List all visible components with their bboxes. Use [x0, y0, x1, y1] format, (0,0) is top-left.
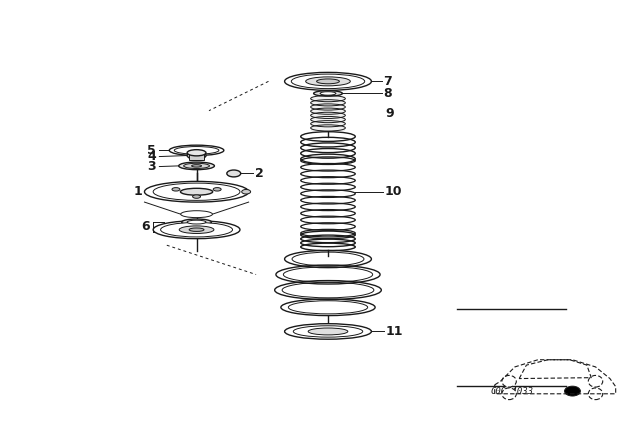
Ellipse shape: [502, 375, 516, 387]
Ellipse shape: [179, 162, 214, 170]
Text: 9: 9: [385, 107, 394, 120]
Ellipse shape: [145, 181, 248, 202]
Ellipse shape: [189, 228, 204, 232]
Ellipse shape: [317, 79, 339, 84]
Ellipse shape: [169, 145, 224, 155]
Ellipse shape: [180, 188, 212, 195]
Text: 7: 7: [383, 75, 392, 88]
Ellipse shape: [153, 221, 240, 239]
Ellipse shape: [306, 77, 350, 86]
Text: 5: 5: [147, 144, 156, 157]
Ellipse shape: [588, 375, 603, 387]
Bar: [189, 153, 205, 159]
Text: C0044033: C0044033: [490, 388, 533, 396]
Ellipse shape: [191, 165, 202, 167]
Ellipse shape: [187, 220, 206, 224]
Ellipse shape: [242, 190, 251, 194]
Ellipse shape: [187, 150, 206, 156]
Ellipse shape: [285, 324, 371, 339]
Text: 8: 8: [383, 87, 392, 100]
Ellipse shape: [182, 219, 211, 225]
Ellipse shape: [291, 74, 365, 89]
Ellipse shape: [184, 163, 209, 168]
Bar: [310, 95, 346, 131]
Ellipse shape: [320, 92, 336, 95]
Text: 3: 3: [147, 160, 156, 173]
Circle shape: [564, 386, 580, 396]
Ellipse shape: [180, 211, 212, 218]
Ellipse shape: [174, 146, 219, 154]
Ellipse shape: [193, 195, 200, 198]
Ellipse shape: [179, 226, 214, 233]
Ellipse shape: [161, 223, 232, 237]
Ellipse shape: [187, 152, 206, 159]
Text: 6: 6: [141, 220, 150, 233]
Ellipse shape: [213, 188, 221, 191]
Ellipse shape: [227, 170, 241, 177]
Text: 11: 11: [385, 325, 403, 338]
Ellipse shape: [293, 326, 363, 337]
Ellipse shape: [502, 388, 516, 400]
Text: 4: 4: [147, 150, 156, 163]
Ellipse shape: [588, 388, 603, 400]
Ellipse shape: [314, 90, 342, 96]
Text: 10: 10: [385, 185, 402, 198]
Ellipse shape: [153, 183, 240, 200]
Text: 1: 1: [133, 185, 142, 198]
Text: 2: 2: [255, 167, 263, 180]
Ellipse shape: [308, 328, 348, 335]
Ellipse shape: [285, 73, 371, 90]
Ellipse shape: [172, 188, 180, 191]
